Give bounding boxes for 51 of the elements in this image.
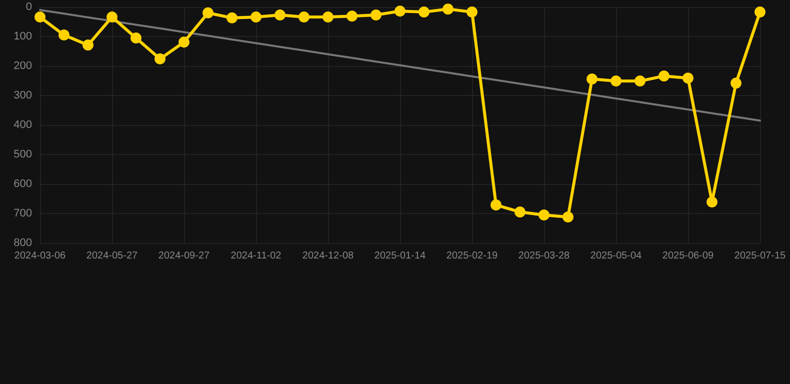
x-tick-label: 2024-05-27 [86, 250, 138, 262]
point [178, 36, 190, 48]
point [658, 70, 670, 82]
point [298, 12, 310, 23]
point [634, 76, 646, 87]
y-tick-label: 200 [14, 60, 32, 72]
point [538, 209, 550, 220]
y-tick-label: 800 [14, 237, 32, 249]
x-tick-label: 2025-03-28 [518, 250, 570, 262]
point [754, 6, 766, 18]
y-tick-label: 700 [14, 208, 32, 220]
point [82, 40, 94, 51]
point [442, 4, 454, 15]
y-tick-label: 100 [14, 30, 32, 42]
y-tick-label: 400 [14, 119, 32, 131]
x-tick-label: 2025-06-09 [662, 250, 714, 262]
x-tick-label: 2025-07-15 [734, 250, 786, 262]
x-tick-label: 2025-05-04 [590, 250, 642, 262]
point [682, 72, 694, 84]
point [346, 10, 358, 22]
x-tick-label: 2024-11-02 [230, 250, 282, 262]
x-tick-label: 2025-01-14 [374, 250, 426, 262]
point [202, 7, 214, 18]
point [34, 12, 46, 23]
point [322, 12, 334, 23]
point [394, 6, 406, 17]
point [250, 12, 262, 23]
y-tick-label: 500 [14, 148, 32, 160]
y-tick-label: 600 [14, 178, 32, 190]
y-tick-label: 300 [14, 90, 32, 102]
point [586, 73, 598, 84]
point [466, 6, 478, 18]
point [370, 9, 382, 20]
point [130, 32, 142, 44]
x-tick-label: 2024-03-06 [14, 250, 66, 262]
x-tick-label: 2024-12-08 [302, 250, 354, 262]
point [730, 78, 742, 89]
x-tick-label: 2024-09-27 [158, 250, 210, 262]
point [562, 212, 574, 223]
point [490, 199, 502, 210]
y-tick-label: 0 [26, 1, 32, 13]
point [610, 76, 622, 87]
point [706, 196, 718, 208]
point [154, 53, 166, 64]
point [58, 30, 70, 41]
point [274, 9, 286, 20]
point [514, 206, 526, 218]
point [418, 6, 430, 18]
point [106, 12, 118, 23]
x-tick-label: 2025-02-19 [446, 250, 498, 262]
point [226, 12, 238, 24]
